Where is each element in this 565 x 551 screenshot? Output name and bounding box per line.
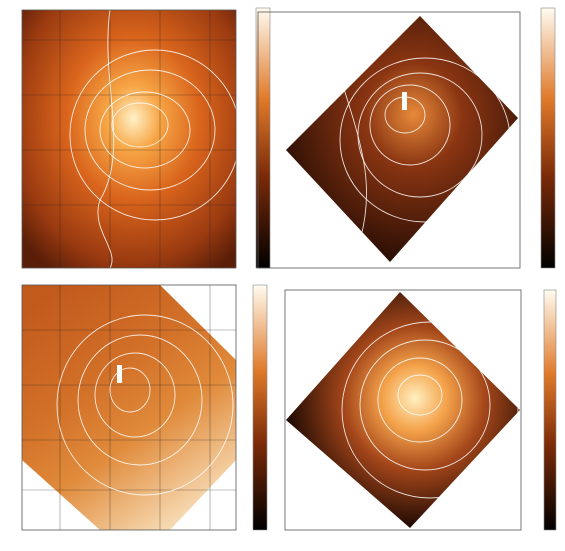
colorbar bbox=[253, 285, 267, 530]
bright-source bbox=[117, 365, 122, 383]
colorbar bbox=[544, 290, 556, 530]
bright-source bbox=[402, 92, 407, 110]
figure bbox=[0, 0, 565, 551]
image bbox=[286, 16, 518, 262]
panel-bottom-right bbox=[285, 290, 556, 530]
page bbox=[0, 0, 565, 551]
panel-bottom-left bbox=[22, 285, 267, 530]
panel-top-right bbox=[258, 8, 555, 268]
colorbar bbox=[541, 8, 555, 268]
image bbox=[22, 10, 236, 268]
image bbox=[286, 292, 520, 528]
panel-top-left bbox=[22, 8, 270, 268]
